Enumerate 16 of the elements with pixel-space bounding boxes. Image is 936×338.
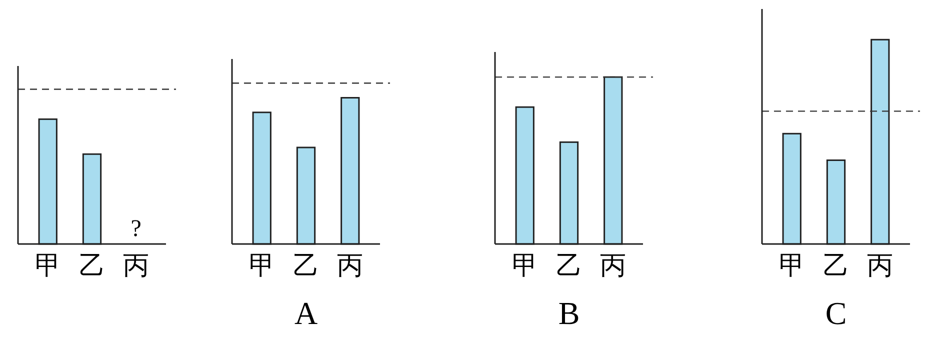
x-tick-label: 丙 [600, 251, 626, 281]
x-tick-label: 甲 [34, 251, 61, 281]
x-tick-label: 甲 [248, 251, 275, 281]
x-tick-label: 丙 [123, 251, 150, 281]
x-tick-label: 乙 [293, 251, 319, 281]
x-tick-label: 甲 [512, 251, 538, 281]
x-tick-label: 甲 [778, 251, 805, 281]
x-tick-label: 乙 [79, 251, 105, 281]
x-axis-title: A [294, 295, 318, 331]
x-tick-label: 乙 [823, 251, 849, 281]
x-tick-label: 丙 [867, 251, 894, 281]
annotation: ? [130, 216, 142, 242]
x-axis-title: C [825, 295, 847, 331]
x-axis-title: B [558, 295, 580, 331]
x-tick-label: 乙 [556, 251, 582, 281]
x-tick-label: 丙 [337, 251, 364, 281]
